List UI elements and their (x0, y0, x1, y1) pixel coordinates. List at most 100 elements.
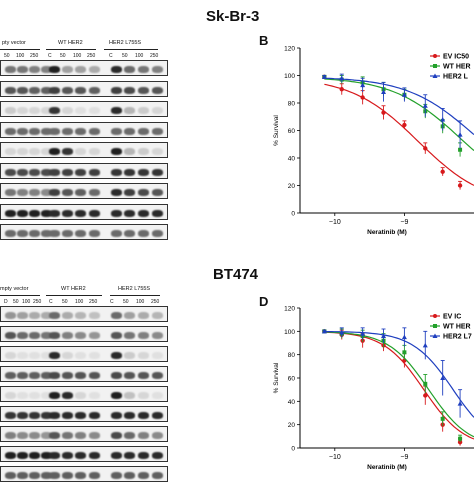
blot-band (17, 209, 28, 217)
group-line-wt (46, 49, 96, 50)
y-tick-label: 120 (284, 306, 295, 313)
dose-label: 100 (75, 299, 84, 305)
blot-band (89, 392, 100, 399)
blot-band (17, 230, 28, 237)
blot-band (138, 127, 149, 135)
y-tick-label: 20 (288, 422, 296, 429)
blot-band (138, 352, 149, 359)
blot-band (5, 472, 16, 479)
x-tick-label: −10 (329, 219, 341, 226)
data-point (457, 439, 463, 445)
dose-label: C (109, 53, 113, 59)
blot-band (17, 452, 28, 459)
blot-band (111, 332, 122, 339)
data-point (440, 416, 445, 421)
blot-band (17, 332, 28, 339)
blot-band (124, 86, 135, 94)
dose-label: 100 (73, 53, 82, 59)
panel-letter-d: D (259, 294, 269, 309)
blot-band (5, 312, 16, 319)
blot-band (89, 412, 100, 419)
y-tick-label: 60 (288, 128, 296, 135)
blot-band (62, 472, 73, 479)
y-tick-label: 20 (288, 183, 296, 190)
blot-band (62, 107, 73, 114)
legend-marker (433, 54, 437, 58)
blot-band (29, 189, 40, 196)
blot-band (29, 127, 40, 135)
blot-band (29, 332, 40, 339)
blot-panel (0, 183, 168, 199)
blot-panel (0, 162, 168, 179)
blot-band (41, 189, 52, 196)
blot-band (5, 230, 16, 237)
data-point (321, 328, 327, 334)
blot-band (75, 127, 86, 135)
blot-band (89, 86, 100, 94)
legend-label: EV IC50 (443, 54, 469, 61)
blot-band (41, 352, 52, 359)
blot-band (29, 472, 40, 479)
blot-band (152, 66, 163, 73)
legend-marker (433, 64, 437, 68)
blot-band (49, 209, 60, 217)
blot-band (124, 352, 135, 359)
blot-band (41, 86, 52, 94)
blot-band (62, 352, 73, 359)
blot-band (138, 86, 149, 94)
blot-band (17, 432, 28, 439)
fit-curve (324, 78, 474, 152)
blot-band (124, 392, 135, 399)
blot-band (152, 412, 163, 419)
blot-band (111, 148, 122, 155)
fit-curve (324, 331, 474, 440)
blot-band (124, 127, 135, 135)
blot-band (49, 148, 60, 155)
blot-band (41, 392, 52, 399)
blot-band (111, 452, 122, 459)
blot-band (75, 189, 86, 196)
group-line-vector (0, 49, 40, 50)
blot-band (17, 168, 28, 176)
blot-band (41, 127, 52, 135)
data-point (440, 375, 446, 380)
y-tick-label: 40 (288, 399, 296, 406)
fit-curve (324, 83, 474, 186)
dose-label: C (49, 299, 53, 305)
blot-band (152, 332, 163, 339)
blot-band (62, 148, 73, 155)
blot-band (124, 452, 135, 459)
blot-band (75, 392, 86, 399)
blot-band (75, 168, 86, 176)
blot-panel (0, 426, 168, 442)
blot-band (17, 472, 28, 479)
group-label-wt: WT HER2 (58, 40, 83, 46)
blot-band (41, 230, 52, 237)
blot-band (152, 312, 163, 319)
data-point (360, 82, 366, 88)
blot-band (89, 452, 100, 459)
group-line-mut (104, 49, 158, 50)
x-axis-label: Neratinib (M) (367, 229, 407, 236)
dose-label: 50 (62, 299, 68, 305)
blot-band (89, 127, 100, 135)
blot-band (29, 312, 40, 319)
blot-band (5, 66, 16, 73)
x-tick-label: −9 (400, 219, 408, 226)
blot-band (75, 332, 86, 339)
blot-band (152, 209, 163, 217)
blot-band (89, 332, 100, 339)
fit-curve (324, 331, 474, 438)
data-point (422, 342, 428, 348)
blot-band (49, 107, 60, 114)
blot-band (124, 312, 135, 319)
survival-chart-bt474: 0 20 40 60 80 100 120 −10 −9 Neratinib (M) % Survi… (273, 306, 474, 471)
legend-label: WT HER (443, 324, 471, 331)
panel-letter-b: B (259, 33, 269, 48)
blot-band (75, 107, 86, 114)
blot-band (62, 312, 73, 319)
blot-band (138, 412, 149, 419)
blot-band (17, 66, 28, 73)
dose-label: 100 (22, 299, 31, 305)
blot-band (111, 312, 122, 319)
